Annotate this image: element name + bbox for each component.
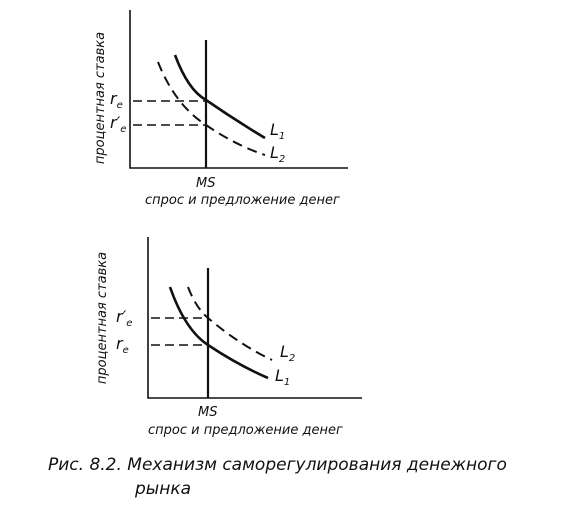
curve-label: L1: [270, 120, 285, 142]
curve-l1: [168, 286, 269, 380]
rate-label: r′e: [110, 113, 126, 135]
curve-label: L2: [280, 342, 295, 364]
label-part: r′: [116, 307, 127, 326]
curve-label: L1: [275, 366, 290, 388]
label-part: L: [280, 342, 289, 361]
y-axis-label: процентная ставка: [93, 32, 108, 164]
label-part: 2: [279, 154, 285, 165]
label-part: r′: [110, 113, 121, 132]
x-axis-label: спрос и предложение денег: [148, 423, 343, 438]
label-part: L: [270, 120, 279, 139]
label-part: r: [110, 89, 118, 108]
rate-label: re: [116, 334, 129, 356]
caption-line: Рис. 8.2. Механизм саморегулирования ден…: [48, 455, 507, 475]
y-axis-label: процентная ставка: [95, 252, 110, 384]
label-part: L: [275, 366, 284, 385]
axes: [129, 10, 348, 169]
curve-label: L2: [270, 143, 285, 165]
label-part: 2: [289, 353, 295, 364]
label-part: e: [123, 345, 129, 356]
rate-label: re: [110, 89, 123, 111]
x-axis-label: спрос и предложение денег: [145, 193, 340, 208]
curve-l2: [187, 286, 273, 361]
curve-l2: [157, 61, 266, 156]
curve-l1: [173, 54, 266, 140]
label-part: L: [270, 143, 279, 162]
rate-label: r′e: [116, 307, 132, 329]
label-part: e: [117, 100, 123, 111]
label-part: e: [126, 318, 132, 329]
diagram-bottom: r′e re L2 L1 MS спрос и предложение дене…: [95, 237, 362, 438]
label-part: 1: [279, 131, 285, 142]
supply-label: MS: [198, 405, 217, 420]
label-part: 1: [284, 377, 290, 388]
diagram-top: re r′e L1 L2 MS спрос и предложение дене…: [93, 10, 348, 208]
caption-line: рынка: [134, 479, 191, 499]
axes: [147, 237, 362, 399]
supply-label: MS: [196, 176, 215, 191]
label-part: e: [120, 124, 126, 135]
label-part: r: [116, 334, 124, 353]
